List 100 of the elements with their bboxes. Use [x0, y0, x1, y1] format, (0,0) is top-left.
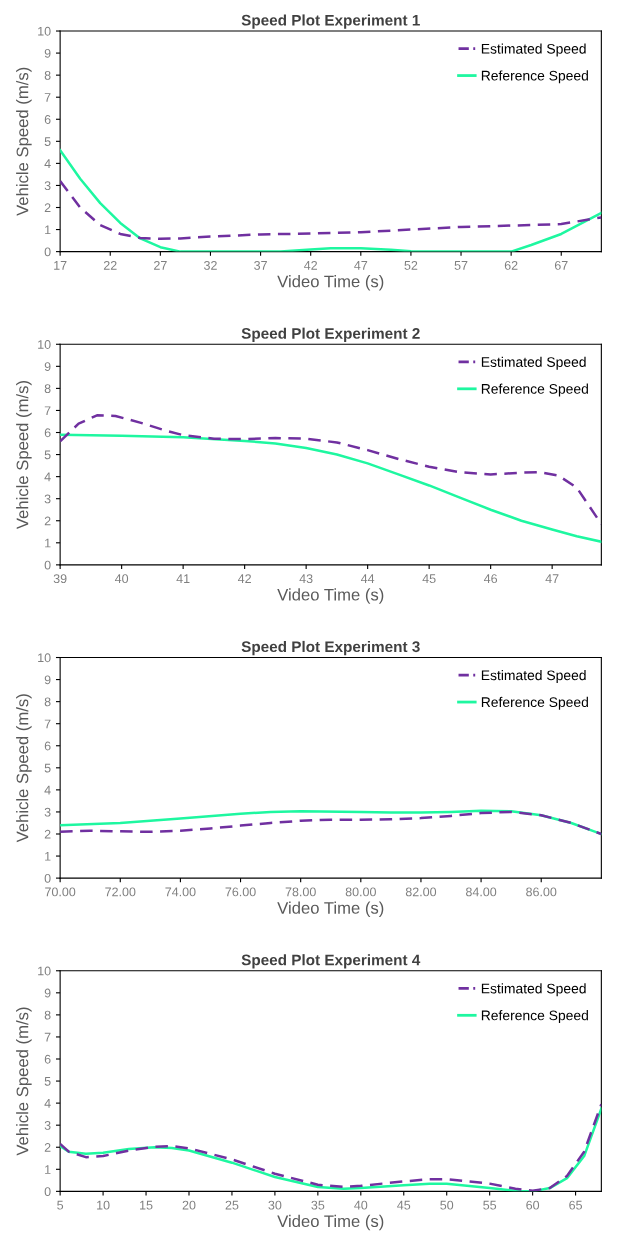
legend-label: Estimated Speed — [481, 356, 586, 370]
x-tick-label: 55 — [483, 1200, 497, 1210]
x-axis-title: Video Time (s) — [277, 901, 384, 918]
y-tick-label: 6 — [44, 428, 51, 438]
x-tick-label: 70.00 — [45, 887, 76, 897]
y-tick-label: 9 — [44, 362, 51, 371]
y-tick-label: 0 — [44, 1187, 51, 1197]
x-tick-label: 45 — [422, 574, 436, 584]
x-tick-label: 10 — [97, 1200, 110, 1210]
y-axis-title: Vehicle Speed (m/s) — [16, 694, 32, 843]
x-tick-label: 43 — [299, 574, 313, 584]
legend-label: Reference Speed — [481, 383, 588, 397]
x-axis-title: Video Time (s) — [277, 275, 384, 291]
y-tick-label: 5 — [44, 450, 51, 460]
x-tick-label: 15 — [140, 1200, 153, 1210]
y-tick-label: 10 — [38, 966, 51, 976]
y-tick-label: 1 — [45, 225, 51, 235]
y-tick-label: 3 — [44, 494, 51, 504]
y-tick-label: 4 — [44, 159, 51, 168]
y-tick-label: 4 — [44, 472, 51, 482]
y-tick-label: 4 — [44, 1099, 51, 1108]
y-tick-label: 1 — [45, 1165, 51, 1174]
x-tick-label: 74.00 — [165, 887, 196, 897]
x-tick-label: 47 — [354, 261, 368, 270]
x-tick-label: 40 — [354, 1200, 368, 1210]
chart-title: Speed Plot Experiment 3 — [241, 640, 420, 656]
x-tick-label: 20 — [182, 1200, 196, 1210]
legend-label: Estimated Speed — [481, 670, 586, 683]
x-tick-label: 37 — [254, 260, 267, 270]
x-tick-label: 62 — [504, 260, 518, 270]
x-tick-label: 45 — [397, 1200, 411, 1210]
y-tick-label: 8 — [44, 70, 51, 80]
chart-title: Speed Plot Experiment 4 — [241, 954, 421, 969]
x-tick-label: 52 — [404, 260, 418, 270]
line-series — [60, 433, 602, 543]
y-tick-label: 10 — [38, 26, 51, 36]
x-tick-label: 42 — [304, 260, 318, 270]
legend-label: Estimated Speed — [481, 983, 586, 997]
y-tick-label: 7 — [44, 406, 51, 415]
line-series — [60, 179, 602, 241]
x-tick-label: 57 — [454, 261, 468, 270]
x-tick-label: 30 — [268, 1200, 282, 1210]
y-tick-label: 6 — [44, 741, 51, 751]
x-tick-label: 72.00 — [105, 887, 136, 897]
x-tick-label: 32 — [204, 260, 217, 270]
y-tick-label: 2 — [44, 829, 51, 839]
x-tick-label: 42 — [237, 574, 251, 583]
y-tick-label: 5 — [44, 763, 51, 773]
x-tick-label: 78.00 — [285, 887, 316, 897]
x-tick-label: 82.00 — [405, 887, 437, 897]
legend-label: Estimated Speed — [481, 43, 586, 57]
y-tick-label: 6 — [44, 115, 51, 124]
y-tick-label: 2 — [44, 203, 51, 213]
y-tick-label: 2 — [44, 1143, 51, 1152]
y-tick-label: 10 — [38, 653, 51, 663]
line-series — [60, 414, 602, 526]
y-tick-label: 0 — [44, 247, 51, 257]
y-tick-label: 7 — [44, 1032, 51, 1042]
y-axis-title: Vehicle Speed (m/s) — [16, 1007, 32, 1156]
x-tick-label: 46 — [483, 574, 498, 584]
y-tick-label: 8 — [44, 384, 51, 394]
legend-label: Reference Speed — [481, 1010, 588, 1024]
chart-title: Speed Plot Experiment 2 — [241, 327, 420, 342]
x-tick-label: 86.00 — [526, 887, 557, 897]
y-tick-label: 7 — [44, 93, 51, 102]
y-tick-label: 3 — [44, 1120, 51, 1130]
y-tick-label: 0 — [44, 873, 51, 883]
y-tick-label: 4 — [44, 785, 51, 795]
y-tick-label: 2 — [44, 516, 51, 526]
x-tick-label: 27 — [154, 260, 167, 270]
y-tick-label: 3 — [44, 181, 51, 191]
y-tick-label: 7 — [44, 719, 51, 729]
y-tick-label: 5 — [44, 137, 51, 146]
x-tick-label: 47 — [545, 574, 559, 583]
y-tick-label: 8 — [44, 697, 51, 707]
y-tick-label: 10 — [38, 340, 51, 349]
x-tick-label: 40 — [114, 574, 129, 584]
x-tick-label: 50 — [440, 1200, 454, 1210]
x-axis-title: Video Time (s) — [277, 588, 384, 604]
x-tick-label: 76.00 — [225, 887, 256, 897]
x-tick-label: 65 — [569, 1200, 583, 1210]
y-tick-label: 0 — [44, 560, 51, 570]
x-tick-label: 35 — [311, 1200, 325, 1210]
y-tick-label: 1 — [45, 538, 51, 548]
y-tick-label: 5 — [44, 1076, 51, 1086]
y-tick-label: 9 — [44, 48, 51, 58]
y-tick-label: 9 — [44, 675, 51, 685]
x-tick-label: 25 — [225, 1200, 239, 1210]
y-tick-label: 8 — [44, 1010, 51, 1020]
x-tick-label: 5 — [57, 1200, 64, 1210]
x-tick-label: 60 — [526, 1200, 540, 1210]
y-tick-label: 1 — [45, 851, 51, 861]
x-axis-title: Video Time (s) — [277, 1214, 384, 1231]
x-tick-label: 41 — [176, 574, 190, 583]
x-tick-label: 67 — [554, 260, 568, 270]
x-tick-label: 22 — [103, 260, 117, 270]
legend-label: Reference Speed — [481, 696, 588, 710]
x-tick-label: 44 — [360, 574, 375, 583]
chart-title: Speed Plot Experiment 1 — [241, 14, 420, 29]
x-tick-label: 39 — [53, 574, 67, 584]
